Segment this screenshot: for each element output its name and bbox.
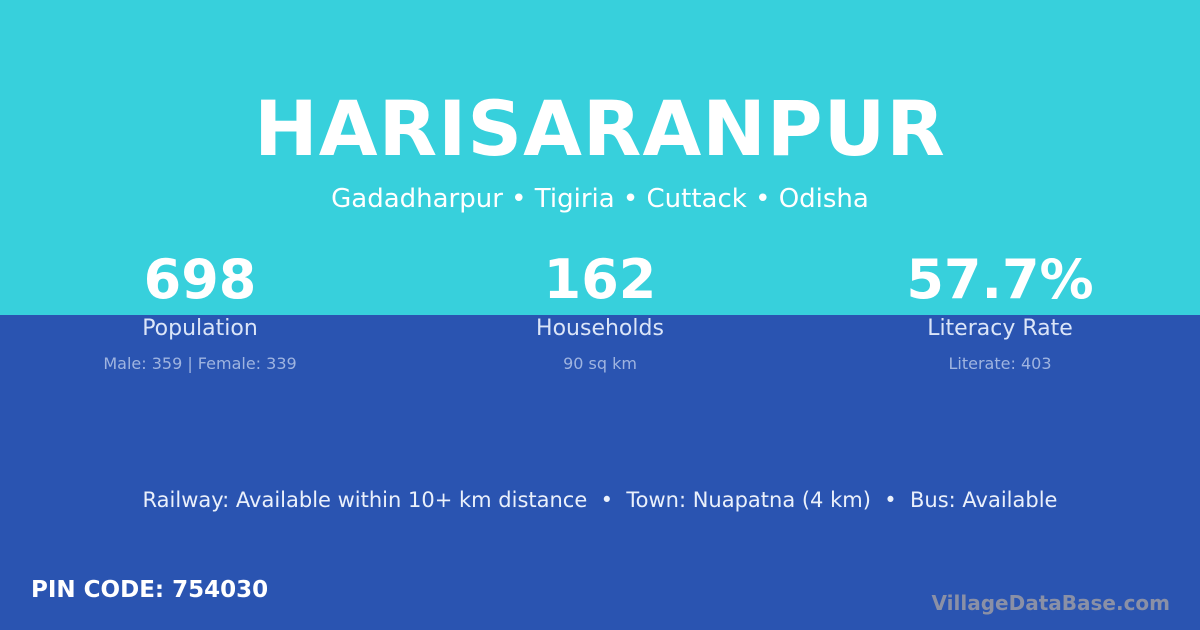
- stat-value: 698: [143, 248, 257, 311]
- stat-value: 162: [543, 248, 657, 311]
- connectivity-facts: Railway: Available within 10+ km distanc…: [142, 488, 1058, 512]
- stat-value: 57.7%: [906, 248, 1094, 311]
- pin-code: PIN CODE: 754030: [31, 577, 269, 603]
- stat-detail: 90 sq km: [563, 354, 637, 373]
- stat-detail: Literate: 403: [948, 354, 1052, 373]
- stat-label: Literacy Rate: [927, 316, 1073, 341]
- stat-detail: Male: 359 | Female: 339: [103, 354, 297, 373]
- header-band: [0, 0, 1200, 315]
- village-title: HARISARANPUR: [254, 84, 946, 173]
- body-band: [0, 315, 1200, 630]
- stat-label: Households: [536, 316, 664, 341]
- location-breadcrumb: Gadadharpur • Tigiria • Cuttack • Odisha: [331, 184, 869, 214]
- watermark: VillageDataBase.com: [931, 591, 1170, 615]
- stat-label: Population: [142, 316, 258, 341]
